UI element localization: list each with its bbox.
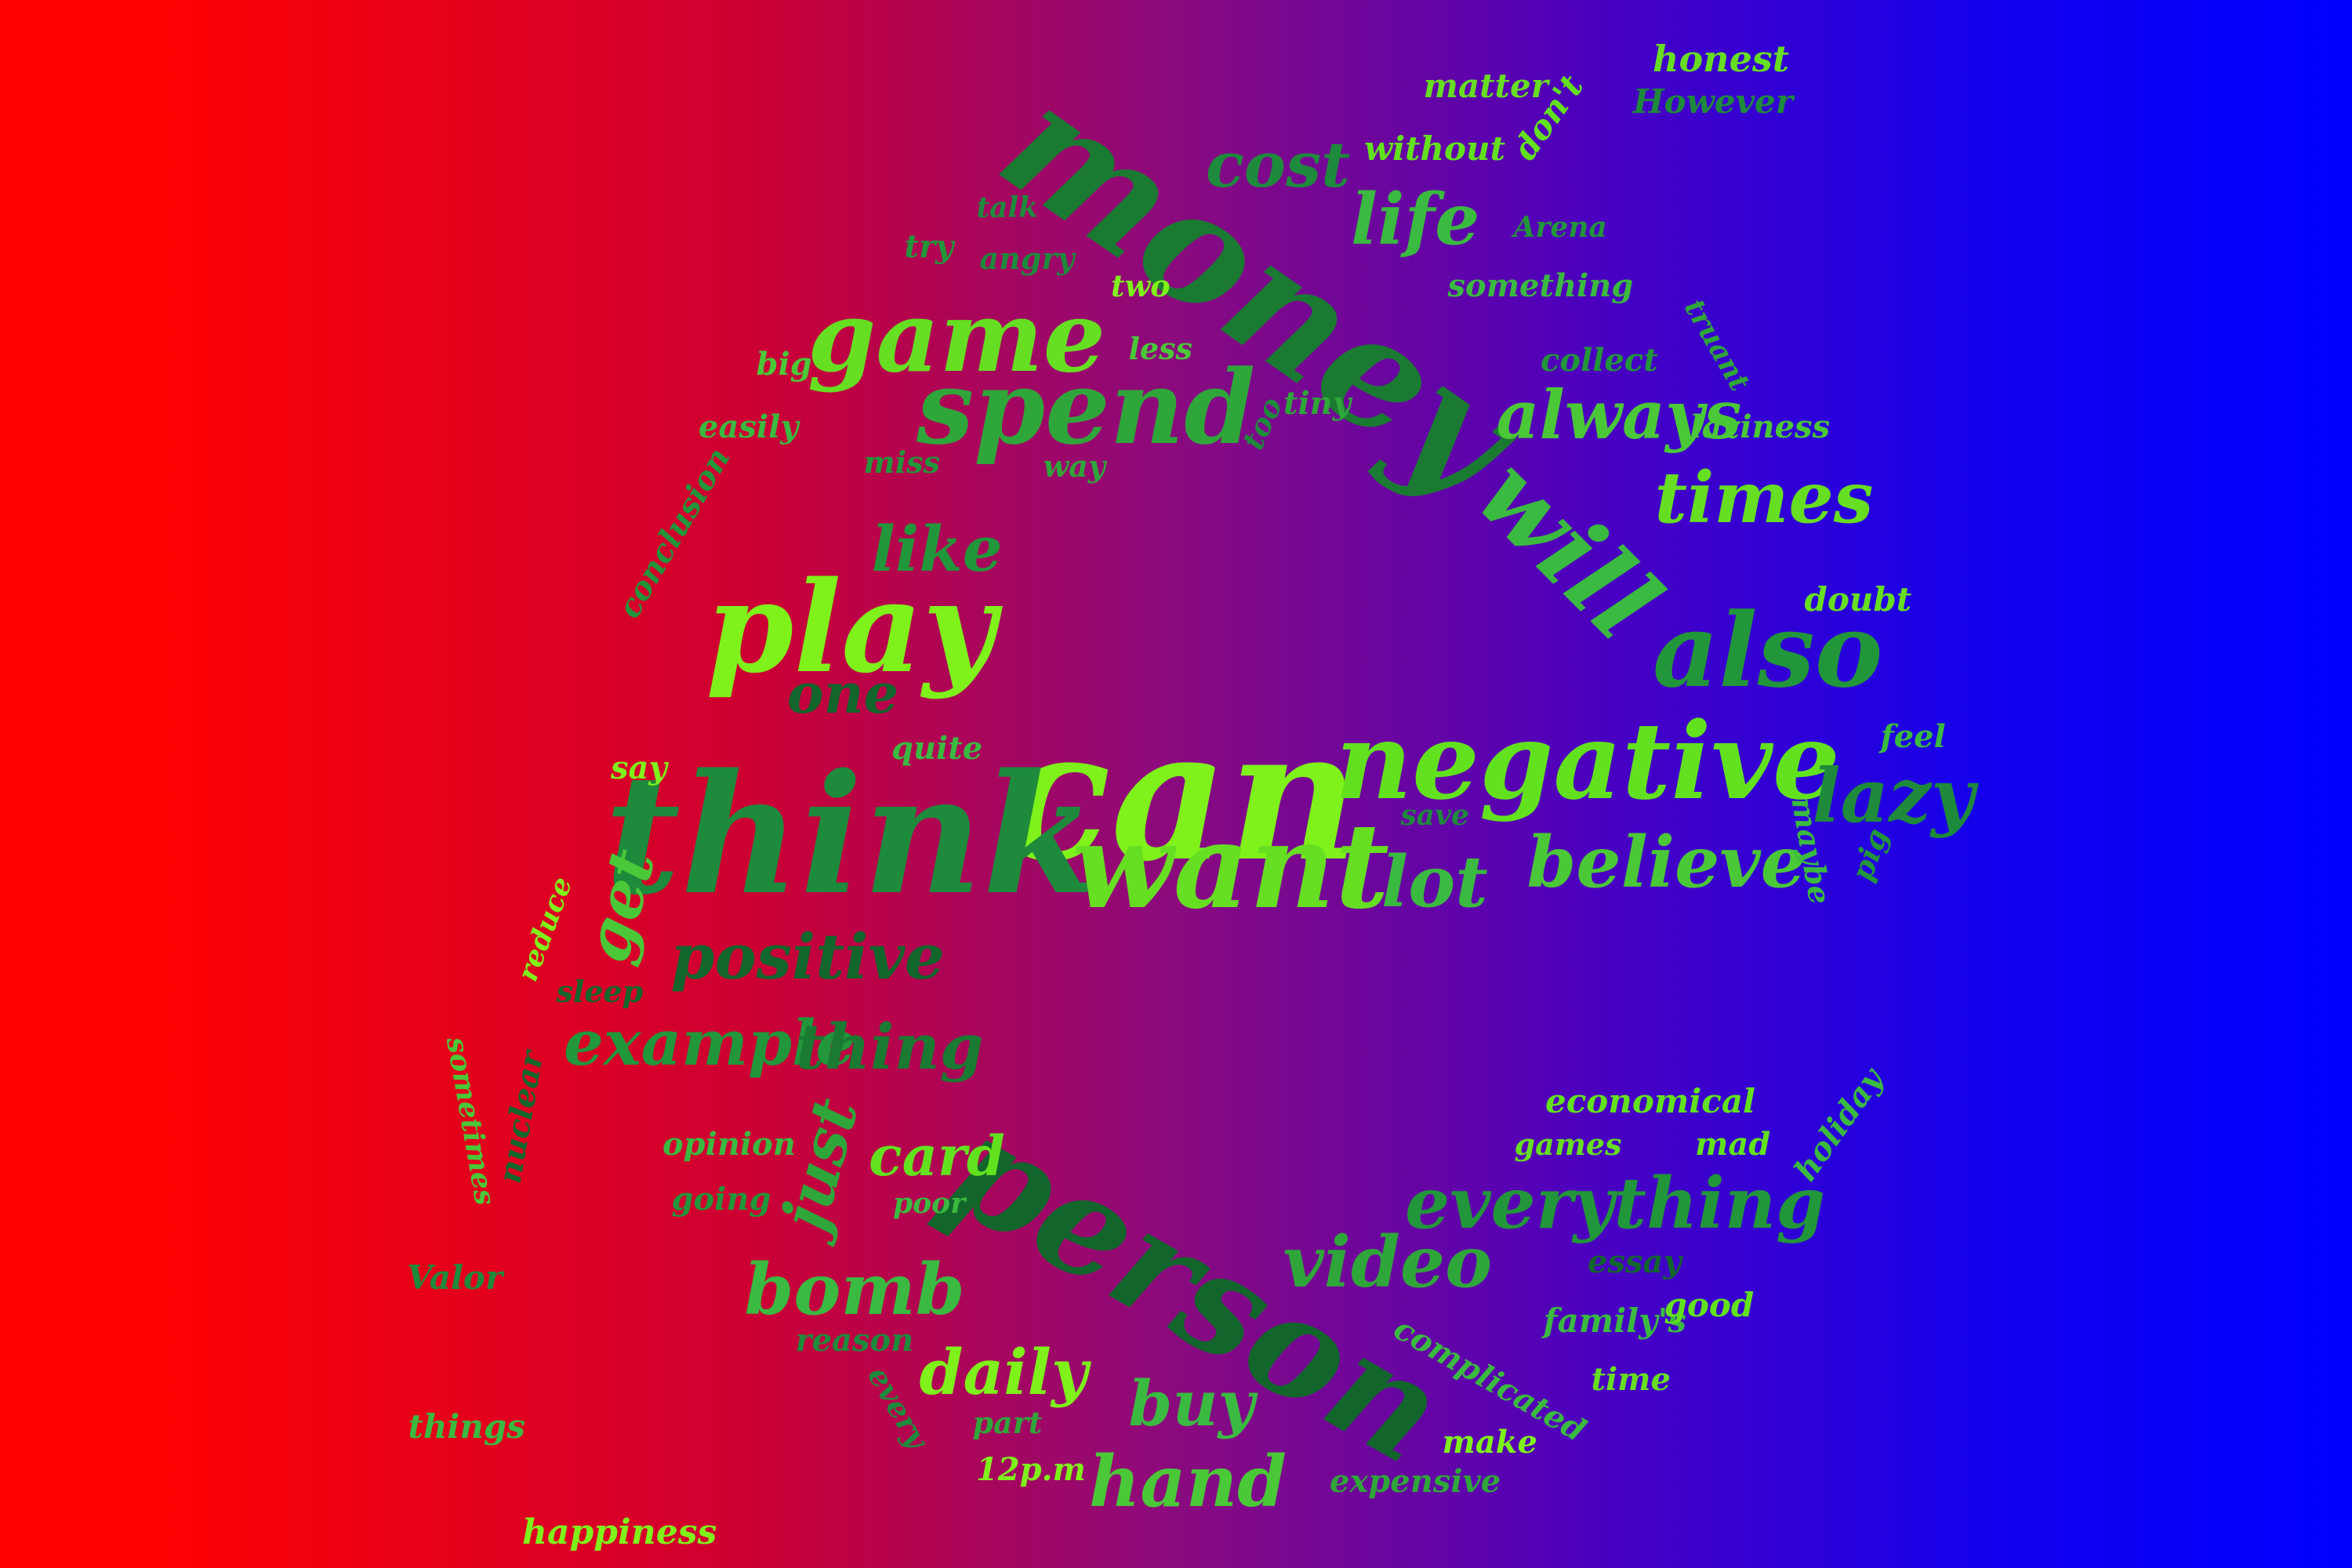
- word-going: going: [671, 1181, 771, 1218]
- word-part: part: [972, 1405, 1043, 1440]
- word-everything: everything: [1405, 1162, 1826, 1245]
- word-just: just: [766, 1091, 873, 1238]
- word-game: game: [808, 279, 1106, 394]
- word-without: without: [1364, 129, 1505, 168]
- word-card: card: [869, 1123, 1005, 1189]
- word-less: less: [1128, 331, 1192, 366]
- word-daily: daily: [919, 1335, 1088, 1409]
- word-sleep: sleep: [556, 974, 644, 1009]
- word-will: will: [1454, 434, 1683, 663]
- word-hand: hand: [1089, 1440, 1287, 1523]
- word-reason: reason: [795, 1322, 914, 1359]
- word-laziness: laziness: [1690, 408, 1831, 445]
- word-opinion: opinion: [662, 1126, 796, 1163]
- word-save: save: [1400, 799, 1469, 832]
- word-say: say: [611, 750, 667, 786]
- word-talk: talk: [976, 191, 1039, 224]
- word-can: can: [1001, 690, 1359, 902]
- word-video: video: [1283, 1221, 1493, 1304]
- word-games: games: [1514, 1127, 1622, 1162]
- word-get: get: [568, 841, 670, 970]
- word-something: something: [1447, 267, 1634, 304]
- word-example: example: [564, 1006, 856, 1080]
- word-12pm: 12p.m: [976, 1451, 1086, 1488]
- word-valor: Valor: [407, 1258, 503, 1297]
- word-times: times: [1654, 456, 1874, 539]
- word-however: However: [1633, 82, 1793, 121]
- word-bomb: bomb: [744, 1248, 965, 1331]
- word-negative: negative: [1335, 698, 1840, 823]
- word-good: good: [1664, 1286, 1755, 1324]
- word-lazy: lazy: [1812, 752, 1975, 840]
- word-play: play: [706, 554, 996, 701]
- word-buy: buy: [1128, 1367, 1255, 1440]
- word-time: time: [1591, 1361, 1671, 1398]
- word-feel: feel: [1880, 718, 1946, 755]
- word-quite: quite: [891, 730, 983, 767]
- word-cost: cost: [1206, 128, 1351, 201]
- word-mad: mad: [1695, 1126, 1771, 1163]
- word-two: two: [1111, 268, 1171, 303]
- word-try: try: [904, 228, 954, 265]
- word-sometimes: sometimes: [439, 1034, 502, 1208]
- word-nuclear: nuclear: [491, 1048, 551, 1186]
- word-make: make: [1442, 1424, 1537, 1461]
- word-easily: easily: [699, 408, 799, 445]
- word-familys: family's: [1543, 1301, 1687, 1340]
- word-thing: thing: [796, 1010, 984, 1083]
- word-also: also: [1653, 590, 1883, 710]
- word-collect: collect: [1541, 342, 1658, 379]
- word-honest: honest: [1653, 38, 1789, 80]
- word-spend: spend: [916, 347, 1256, 467]
- word-lot: lot: [1381, 840, 1488, 924]
- word-holiday: holiday: [1786, 1062, 1890, 1189]
- word-want: want: [1072, 797, 1390, 935]
- word-life: life: [1351, 178, 1480, 261]
- word-economical: economical: [1545, 1082, 1755, 1120]
- word-one: one: [787, 661, 899, 726]
- word-poor: poor: [893, 1187, 966, 1220]
- word-doubt: doubt: [1804, 580, 1912, 619]
- word-things: things: [408, 1407, 525, 1446]
- word-angry: angry: [979, 241, 1075, 276]
- word-tiny: tiny: [1283, 385, 1351, 422]
- word-reduce: reduce: [510, 872, 579, 986]
- word-miss: miss: [863, 445, 940, 480]
- word-big: big: [756, 346, 812, 383]
- word-expensive: expensive: [1330, 1463, 1501, 1500]
- word-matter: matter: [1423, 67, 1548, 105]
- word-always: always: [1496, 376, 1742, 455]
- word-arena: Arena: [1513, 211, 1607, 244]
- word-positive: positive: [670, 920, 945, 993]
- word-essay: essay: [1588, 1243, 1682, 1280]
- word-think: think: [604, 738, 1097, 931]
- word-way: way: [1043, 448, 1105, 484]
- word-like: like: [871, 512, 1003, 586]
- word-believe: believe: [1526, 821, 1806, 904]
- word-happiness: happiness: [522, 1512, 717, 1552]
